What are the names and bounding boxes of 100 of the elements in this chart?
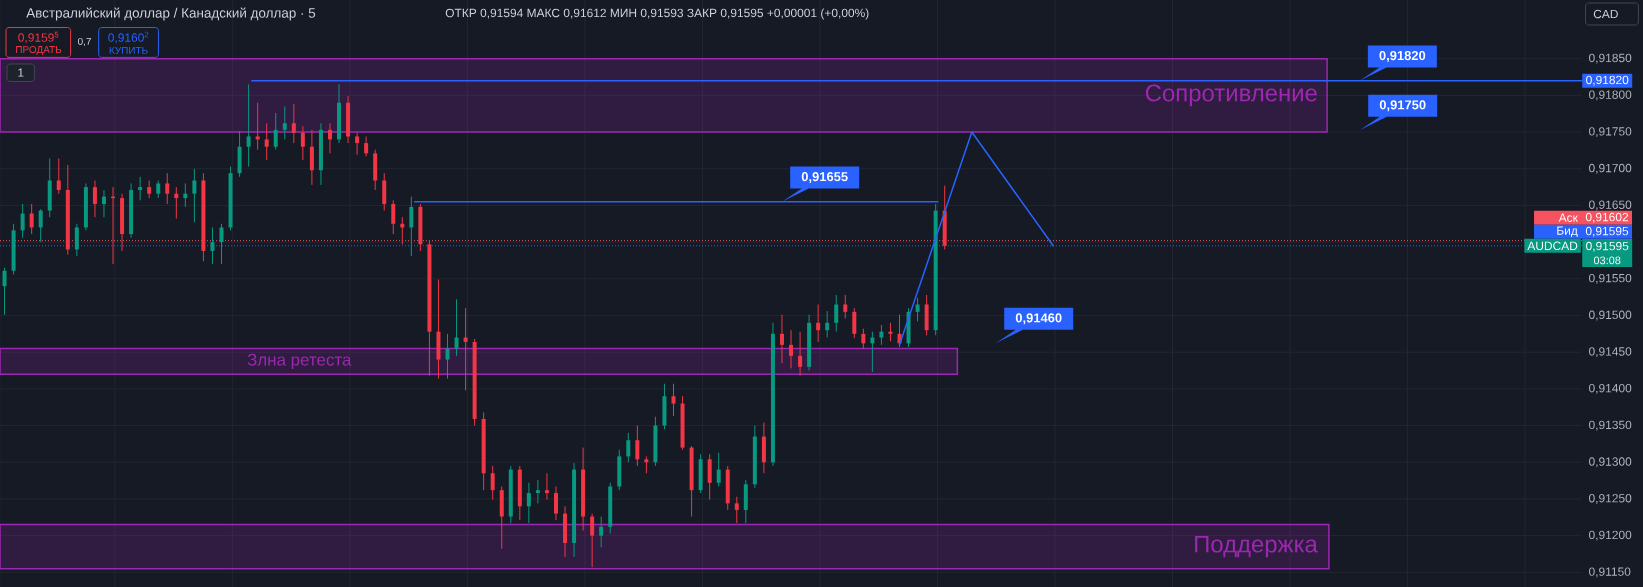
y-tick-label: 0,91350: [1589, 420, 1632, 431]
y-tick-label: 0,91250: [1589, 494, 1632, 504]
candlestick: [364, 135, 369, 157]
candlestick: [20, 203, 25, 239]
candlestick: [599, 516, 604, 548]
annotation: 1: [18, 68, 24, 77]
candlestick: [779, 314, 784, 364]
candlestick: [65, 164, 70, 256]
candlestick: [273, 112, 278, 151]
candlestick: [770, 322, 775, 467]
candlestick: [427, 240, 432, 377]
annotation: 0,91655: [801, 172, 848, 184]
ref-line-label: 0,91602: [1585, 212, 1629, 223]
candlestick: [572, 462, 577, 558]
annotation: ПРОДАТЬ: [16, 46, 62, 55]
candlestick: [92, 179, 97, 218]
candlestick: [761, 422, 766, 474]
candlestick: [553, 485, 558, 521]
candlestick: [2, 267, 7, 316]
y-tick-label: 0,91150: [1589, 567, 1631, 578]
candlestick: [617, 449, 622, 491]
candlestick: [662, 383, 667, 430]
candlestick: [11, 223, 16, 275]
candlestick: [318, 122, 323, 186]
candlestick: [56, 157, 61, 195]
text: 03:08: [1593, 256, 1621, 265]
candlestick: [83, 182, 88, 231]
candlestick: [481, 411, 486, 491]
candlestick: [120, 193, 125, 252]
candlestick: [101, 189, 106, 218]
candlestick: [816, 303, 821, 343]
candlestick: [282, 105, 287, 140]
candlestick: [29, 203, 34, 235]
candlestick: [752, 425, 757, 489]
candlestick: [219, 223, 224, 265]
candlestick: [626, 432, 631, 463]
candlestick: [544, 472, 549, 501]
candlestick: [309, 129, 314, 186]
y-tick-label: 0,91500: [1589, 310, 1632, 321]
candlestick: [355, 132, 360, 156]
annotation: 0,9159$^{5}$: [18, 31, 59, 44]
candlestick: [210, 226, 215, 265]
candlestick: [264, 122, 269, 161]
candlestick: [689, 445, 694, 518]
candlestick: [653, 416, 658, 467]
candlestick: [300, 125, 305, 161]
y-tick-label: 0,91750: [1589, 127, 1632, 137]
candlestick: [165, 172, 170, 205]
band-label: Поддержка: [1195, 535, 1318, 558]
band-label: Злна ретеста: [247, 353, 352, 370]
candlestick: [246, 83, 251, 168]
candlestick: [373, 149, 378, 191]
candlestick: [472, 338, 477, 427]
candlestick: [680, 395, 685, 451]
candlestick: [327, 122, 332, 154]
candlestick: [382, 172, 387, 212]
y-tick-label: 0,91650: [1589, 200, 1632, 211]
candlestick: [346, 95, 351, 144]
y-tick-label: 0,91700: [1589, 163, 1632, 174]
candlestick: [716, 452, 721, 487]
candlestick: [924, 294, 929, 336]
annotation: AUDCAD: [1527, 241, 1578, 251]
candlestick: [861, 328, 866, 350]
candlestick: [707, 453, 712, 501]
candlestick: [725, 465, 730, 511]
candlestick: [490, 465, 495, 501]
candlestick: [789, 329, 794, 369]
candlestick: [391, 199, 396, 235]
annotation: Бид: [1557, 226, 1578, 238]
candlestick: [129, 182, 134, 239]
candlestick: [237, 130, 242, 178]
annotation: 0,9160$^{2}$: [108, 31, 149, 44]
band-label: Сопротивление: [1145, 84, 1317, 107]
text: ОТКР 0,91594 МАКС 0,91612 МИН 0,91593 ЗАКР 0,91595 +0,00001 (+0,00%): [445, 8, 869, 20]
candlestick: [409, 196, 414, 257]
y-tick-label: 0,91200: [1589, 530, 1632, 541]
candlestick: [825, 310, 830, 339]
candlestick: [590, 513, 595, 568]
candlestick: [734, 496, 739, 524]
candlestick: [255, 102, 260, 151]
text: 0,91595: [1586, 241, 1629, 252]
y-tick-label: 0,91800: [1589, 90, 1632, 101]
annotation: 0,91460: [1015, 313, 1062, 325]
ref-line-label: 0,91595: [1585, 226, 1629, 237]
candlestick: [635, 425, 640, 467]
candlestick: [192, 168, 197, 223]
ref-line-label: 0,91820: [1586, 75, 1629, 86]
annotation: 0,91820: [1379, 50, 1426, 63]
candlestick: [418, 203, 423, 252]
candlestick: [445, 333, 450, 380]
candlestick: [852, 307, 857, 339]
candlestick: [138, 176, 143, 201]
candlestick: [563, 505, 568, 558]
annotation: 0,7: [77, 37, 91, 47]
candlestick: [508, 465, 513, 524]
candlestick: [47, 157, 52, 218]
candlestick: [291, 103, 296, 144]
y-tick-label: 0,91400: [1589, 383, 1632, 394]
candlestick: [798, 331, 803, 377]
candlestick: [38, 208, 43, 243]
